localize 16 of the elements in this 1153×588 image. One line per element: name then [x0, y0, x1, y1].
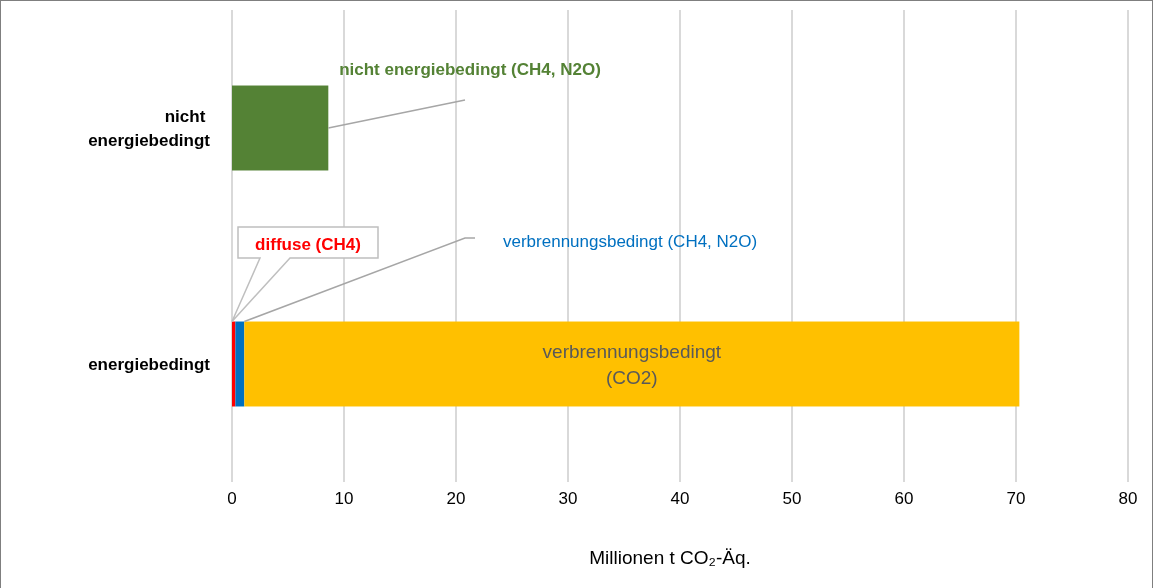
series-label: verbrennungsbedingt (CO2): [542, 341, 722, 388]
x-tick-label: 40: [670, 489, 690, 508]
series-label: nicht energiebedingt (CH4, N2O): [339, 60, 601, 79]
x-tick-label: 60: [894, 489, 914, 508]
x-tick-label: 0: [227, 489, 237, 508]
y-tick-label: energiebedingt: [88, 355, 211, 374]
y-tick-label: nicht energiebedingt: [88, 107, 211, 150]
text: verbrennungsbedingt (CH4, N2O): [503, 232, 758, 251]
x-tick-label: 20: [446, 489, 466, 508]
x-tick-label: 80: [1118, 489, 1138, 508]
text: diffuse (CH4): [255, 235, 361, 254]
x-axis-title: Millionen t CO₂-Äq.: [589, 547, 751, 568]
x-tick-label: 10: [334, 489, 354, 508]
x-tick-label: 70: [1006, 489, 1026, 508]
x-tick-label: 30: [558, 489, 578, 508]
x-tick-label: 50: [782, 489, 802, 508]
